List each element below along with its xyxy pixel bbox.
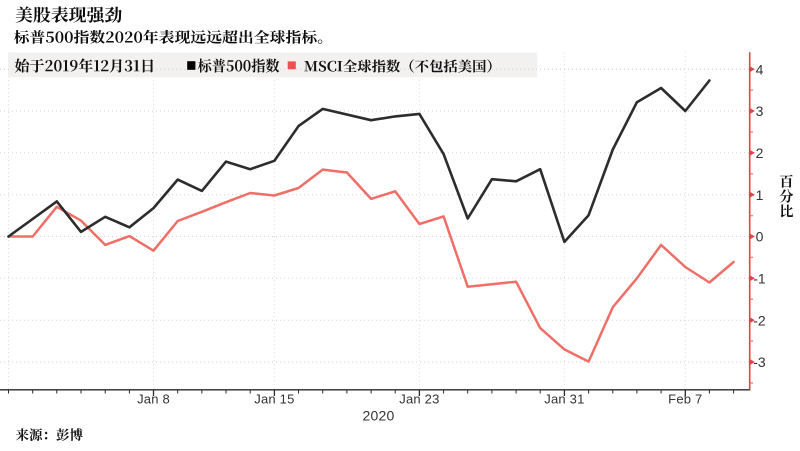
svg-text:-1: -1 bbox=[753, 270, 766, 286]
svg-text:Jan 15: Jan 15 bbox=[254, 392, 294, 407]
svg-text:4: 4 bbox=[756, 61, 764, 77]
svg-text:2020: 2020 bbox=[363, 408, 395, 424]
svg-text:Jan 23: Jan 23 bbox=[399, 392, 439, 407]
svg-text:2: 2 bbox=[756, 145, 764, 161]
svg-text:-3: -3 bbox=[753, 354, 766, 370]
svg-text:3: 3 bbox=[756, 103, 764, 119]
svg-text:Feb 7: Feb 7 bbox=[668, 392, 702, 407]
svg-text:Jan 31: Jan 31 bbox=[544, 392, 584, 407]
svg-text:-2: -2 bbox=[753, 312, 766, 328]
svg-text:0: 0 bbox=[756, 229, 764, 245]
svg-text:1: 1 bbox=[756, 187, 764, 203]
svg-text:Jan 8: Jan 8 bbox=[137, 392, 170, 407]
